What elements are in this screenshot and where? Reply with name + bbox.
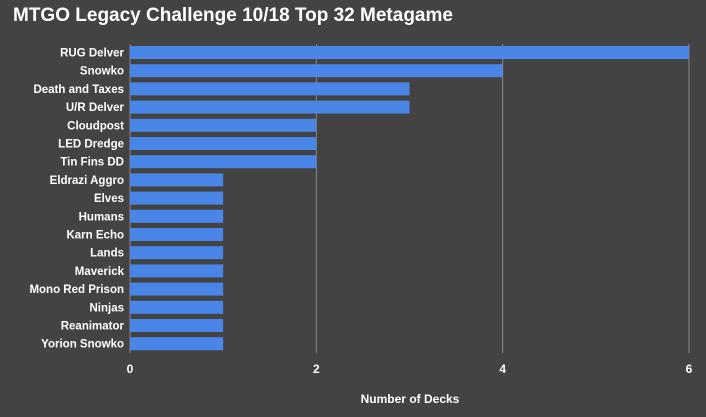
bar	[130, 173, 224, 187]
bar	[130, 228, 224, 241]
bar	[130, 319, 224, 332]
category-label: Elves	[94, 193, 124, 205]
bar	[130, 246, 224, 260]
x-tick-label: 4	[499, 362, 506, 376]
bar	[130, 209, 224, 223]
bar	[130, 100, 410, 114]
category-label: LED Dredge	[58, 139, 124, 151]
chart-title: MTGO Legacy Challenge 10/18 Top 32 Metag…	[13, 5, 453, 26]
category-label: Death and Taxes	[33, 84, 124, 96]
x-tick-label: 0	[127, 362, 134, 376]
bar	[130, 264, 224, 278]
bar	[130, 337, 224, 351]
bar	[130, 300, 224, 314]
category-label: Lands	[90, 248, 124, 260]
category-label: Snowko	[80, 66, 124, 78]
x-tick-label: 6	[686, 362, 693, 376]
bar	[130, 118, 317, 132]
category-label: Tin Fins DD	[60, 157, 124, 169]
bars	[130, 46, 689, 351]
bar	[130, 282, 224, 296]
category-label: Humans	[79, 211, 124, 223]
category-label: Ninjas	[89, 302, 124, 314]
category-label: U/R Delver	[66, 102, 125, 114]
category-label: Karn Echo	[66, 230, 124, 242]
bar	[130, 82, 410, 96]
category-label: Eldrazi Aggro	[50, 175, 124, 187]
bar	[130, 46, 689, 59]
bar	[130, 155, 317, 169]
x-tick-label: 2	[313, 362, 320, 376]
category-labels: RUG Delver Snowko Death and Taxes U/R Delve…	[29, 48, 124, 351]
category-label: Cloudpost	[67, 120, 124, 132]
bar	[130, 64, 503, 78]
bar	[130, 137, 317, 150]
category-label: Mono Red Prison	[29, 284, 124, 296]
category-label: RUG Delver	[60, 48, 124, 60]
x-axis-title: Number of Decks	[361, 392, 460, 406]
category-label: Yorion Snowko	[41, 339, 124, 351]
category-label: Maverick	[75, 266, 125, 278]
x-tick-labels: 0 2 4 6	[127, 362, 693, 376]
bar	[130, 191, 224, 205]
category-label: Reanimator	[61, 321, 125, 333]
